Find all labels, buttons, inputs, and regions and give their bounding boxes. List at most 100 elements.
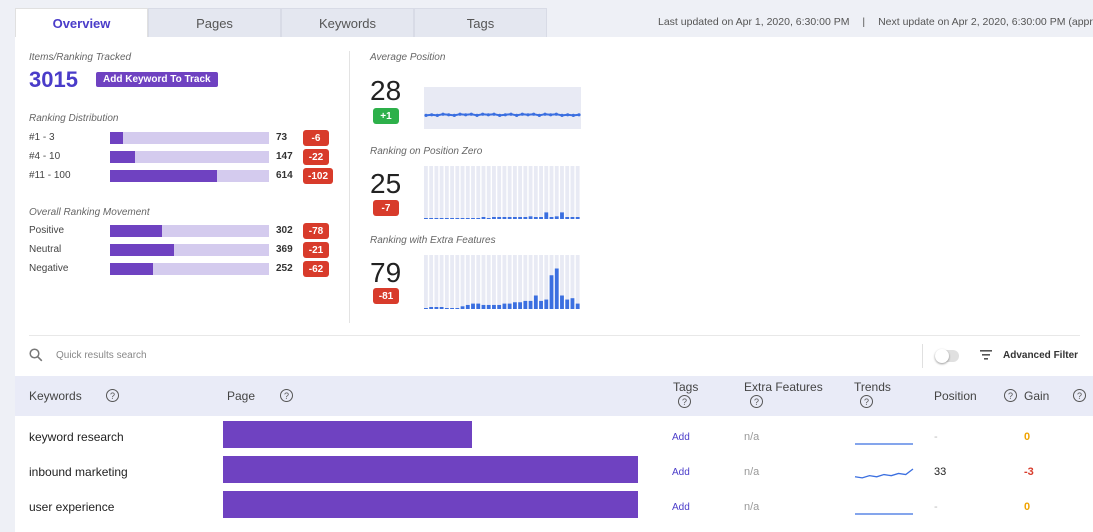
movement-row-delta-badge: -78 bbox=[303, 223, 329, 239]
extra-features-value: 79 bbox=[370, 257, 402, 288]
add-tag-link[interactable]: Add bbox=[672, 467, 690, 478]
bar-background bbox=[460, 166, 465, 219]
advanced-filter-button[interactable]: Advanced Filter bbox=[1003, 350, 1079, 361]
bar-background bbox=[492, 255, 496, 309]
gain-value: 0 bbox=[1024, 501, 1031, 513]
header-tags[interactable]: Tags bbox=[673, 380, 699, 394]
bar-background bbox=[523, 166, 528, 219]
distribution-row-delta-badge: -22 bbox=[303, 149, 329, 165]
keywords-help-icon[interactable]: ? bbox=[106, 389, 119, 402]
bar bbox=[560, 212, 564, 219]
extra-features-chart bbox=[424, 255, 581, 309]
toggle-switch[interactable] bbox=[935, 349, 959, 363]
bar bbox=[554, 268, 559, 309]
position-value: - bbox=[934, 501, 938, 513]
tab-tags[interactable]: Tags bbox=[414, 8, 547, 38]
extra-features-value: n/a bbox=[744, 431, 760, 443]
header-trends[interactable]: Trends bbox=[854, 380, 891, 394]
bar-background bbox=[539, 166, 543, 219]
average-position-point bbox=[560, 113, 564, 117]
add-tag-link[interactable]: Add bbox=[672, 432, 690, 443]
bar-background bbox=[455, 166, 460, 219]
bar-background bbox=[486, 255, 491, 309]
tab-pages[interactable]: Pages bbox=[148, 8, 281, 38]
update-info: Last updated on Apr 1, 2020, 6:30:00 PM … bbox=[658, 16, 1093, 28]
tab-keywords[interactable]: Keywords bbox=[281, 8, 414, 38]
movement-row-value: 302 bbox=[276, 225, 293, 236]
extra-features-value: n/a bbox=[744, 466, 760, 478]
add-tag-link[interactable]: Add bbox=[672, 502, 690, 513]
bar bbox=[476, 218, 481, 219]
extra-features-label: Ranking with Extra Features bbox=[370, 235, 496, 246]
page-help-icon[interactable]: ? bbox=[280, 389, 293, 402]
trends-help-icon[interactable]: ? bbox=[860, 395, 873, 408]
page-bar[interactable] bbox=[223, 491, 638, 518]
bar-background bbox=[439, 166, 444, 219]
update-separator: | bbox=[862, 16, 866, 28]
position-zero-chart bbox=[424, 166, 581, 219]
tab-overview[interactable]: Overview bbox=[15, 8, 148, 38]
gain-help-icon[interactable]: ? bbox=[1073, 389, 1086, 402]
extra-features-help-icon[interactable]: ? bbox=[750, 395, 763, 408]
tags-help-icon[interactable]: ? bbox=[678, 395, 691, 408]
header-keywords[interactable]: Keywords bbox=[29, 389, 82, 403]
header-extra-features[interactable]: Extra Features bbox=[744, 380, 823, 394]
bar bbox=[518, 302, 523, 309]
bar-background bbox=[424, 255, 428, 309]
bar bbox=[507, 303, 512, 309]
bar-background bbox=[565, 166, 570, 219]
bar-background bbox=[450, 166, 454, 219]
bar-background bbox=[444, 255, 449, 309]
average-position-sparkline bbox=[424, 112, 581, 117]
add-keyword-button[interactable]: Add Keyword To Track bbox=[96, 72, 218, 87]
bar bbox=[465, 218, 470, 219]
average-position-point bbox=[435, 113, 439, 117]
bar bbox=[507, 217, 512, 219]
bar-background bbox=[523, 255, 528, 309]
position-help-icon[interactable]: ? bbox=[1004, 389, 1017, 402]
bar bbox=[560, 295, 564, 309]
overview-panel: Items/Ranking Tracked 3015 Add Keyword T… bbox=[15, 37, 1093, 532]
filter-icon[interactable] bbox=[980, 350, 992, 360]
bar bbox=[523, 217, 528, 219]
trend-sparkline bbox=[855, 443, 913, 445]
bar bbox=[533, 217, 538, 219]
bar bbox=[455, 218, 460, 219]
bar-background bbox=[549, 166, 554, 219]
average-position-point bbox=[577, 113, 581, 117]
trend-line bbox=[854, 468, 914, 479]
quick-search-input[interactable] bbox=[56, 347, 356, 363]
page-bar[interactable] bbox=[223, 421, 472, 448]
bar-background bbox=[544, 255, 549, 309]
distribution-row-delta-badge: -6 bbox=[303, 130, 329, 146]
bar-background bbox=[512, 166, 517, 219]
movement-row-delta-badge: -62 bbox=[303, 261, 329, 277]
keyword-text[interactable]: user experience bbox=[29, 500, 115, 514]
bar-background bbox=[429, 166, 434, 219]
movement-bar-fill bbox=[110, 225, 162, 237]
bar bbox=[434, 307, 439, 309]
bar-background bbox=[544, 166, 549, 219]
bar-background bbox=[434, 166, 439, 219]
bar bbox=[444, 308, 449, 309]
header-gain[interactable]: Gain bbox=[1024, 389, 1050, 403]
average-position-point bbox=[520, 112, 524, 116]
bar bbox=[444, 218, 449, 219]
bar bbox=[429, 307, 434, 309]
keyword-text[interactable]: keyword research bbox=[29, 430, 124, 444]
bar-background bbox=[455, 255, 460, 309]
bar bbox=[471, 218, 475, 219]
distribution-row: #11 - 100 614 -102 bbox=[29, 168, 339, 184]
page-bar[interactable] bbox=[223, 456, 638, 483]
movement-bar-fill bbox=[110, 244, 174, 256]
bar bbox=[518, 217, 523, 219]
gain-value: -3 bbox=[1024, 466, 1034, 478]
bar bbox=[460, 218, 465, 219]
header-page[interactable]: Page bbox=[227, 389, 256, 403]
header-position[interactable]: Position bbox=[934, 389, 977, 403]
keyword-text[interactable]: inbound marketing bbox=[29, 465, 128, 479]
average-position-point bbox=[566, 113, 570, 117]
movement-row: Neutral 369 -21 bbox=[29, 242, 339, 258]
bar-background bbox=[429, 255, 434, 309]
bar-background bbox=[575, 255, 580, 309]
